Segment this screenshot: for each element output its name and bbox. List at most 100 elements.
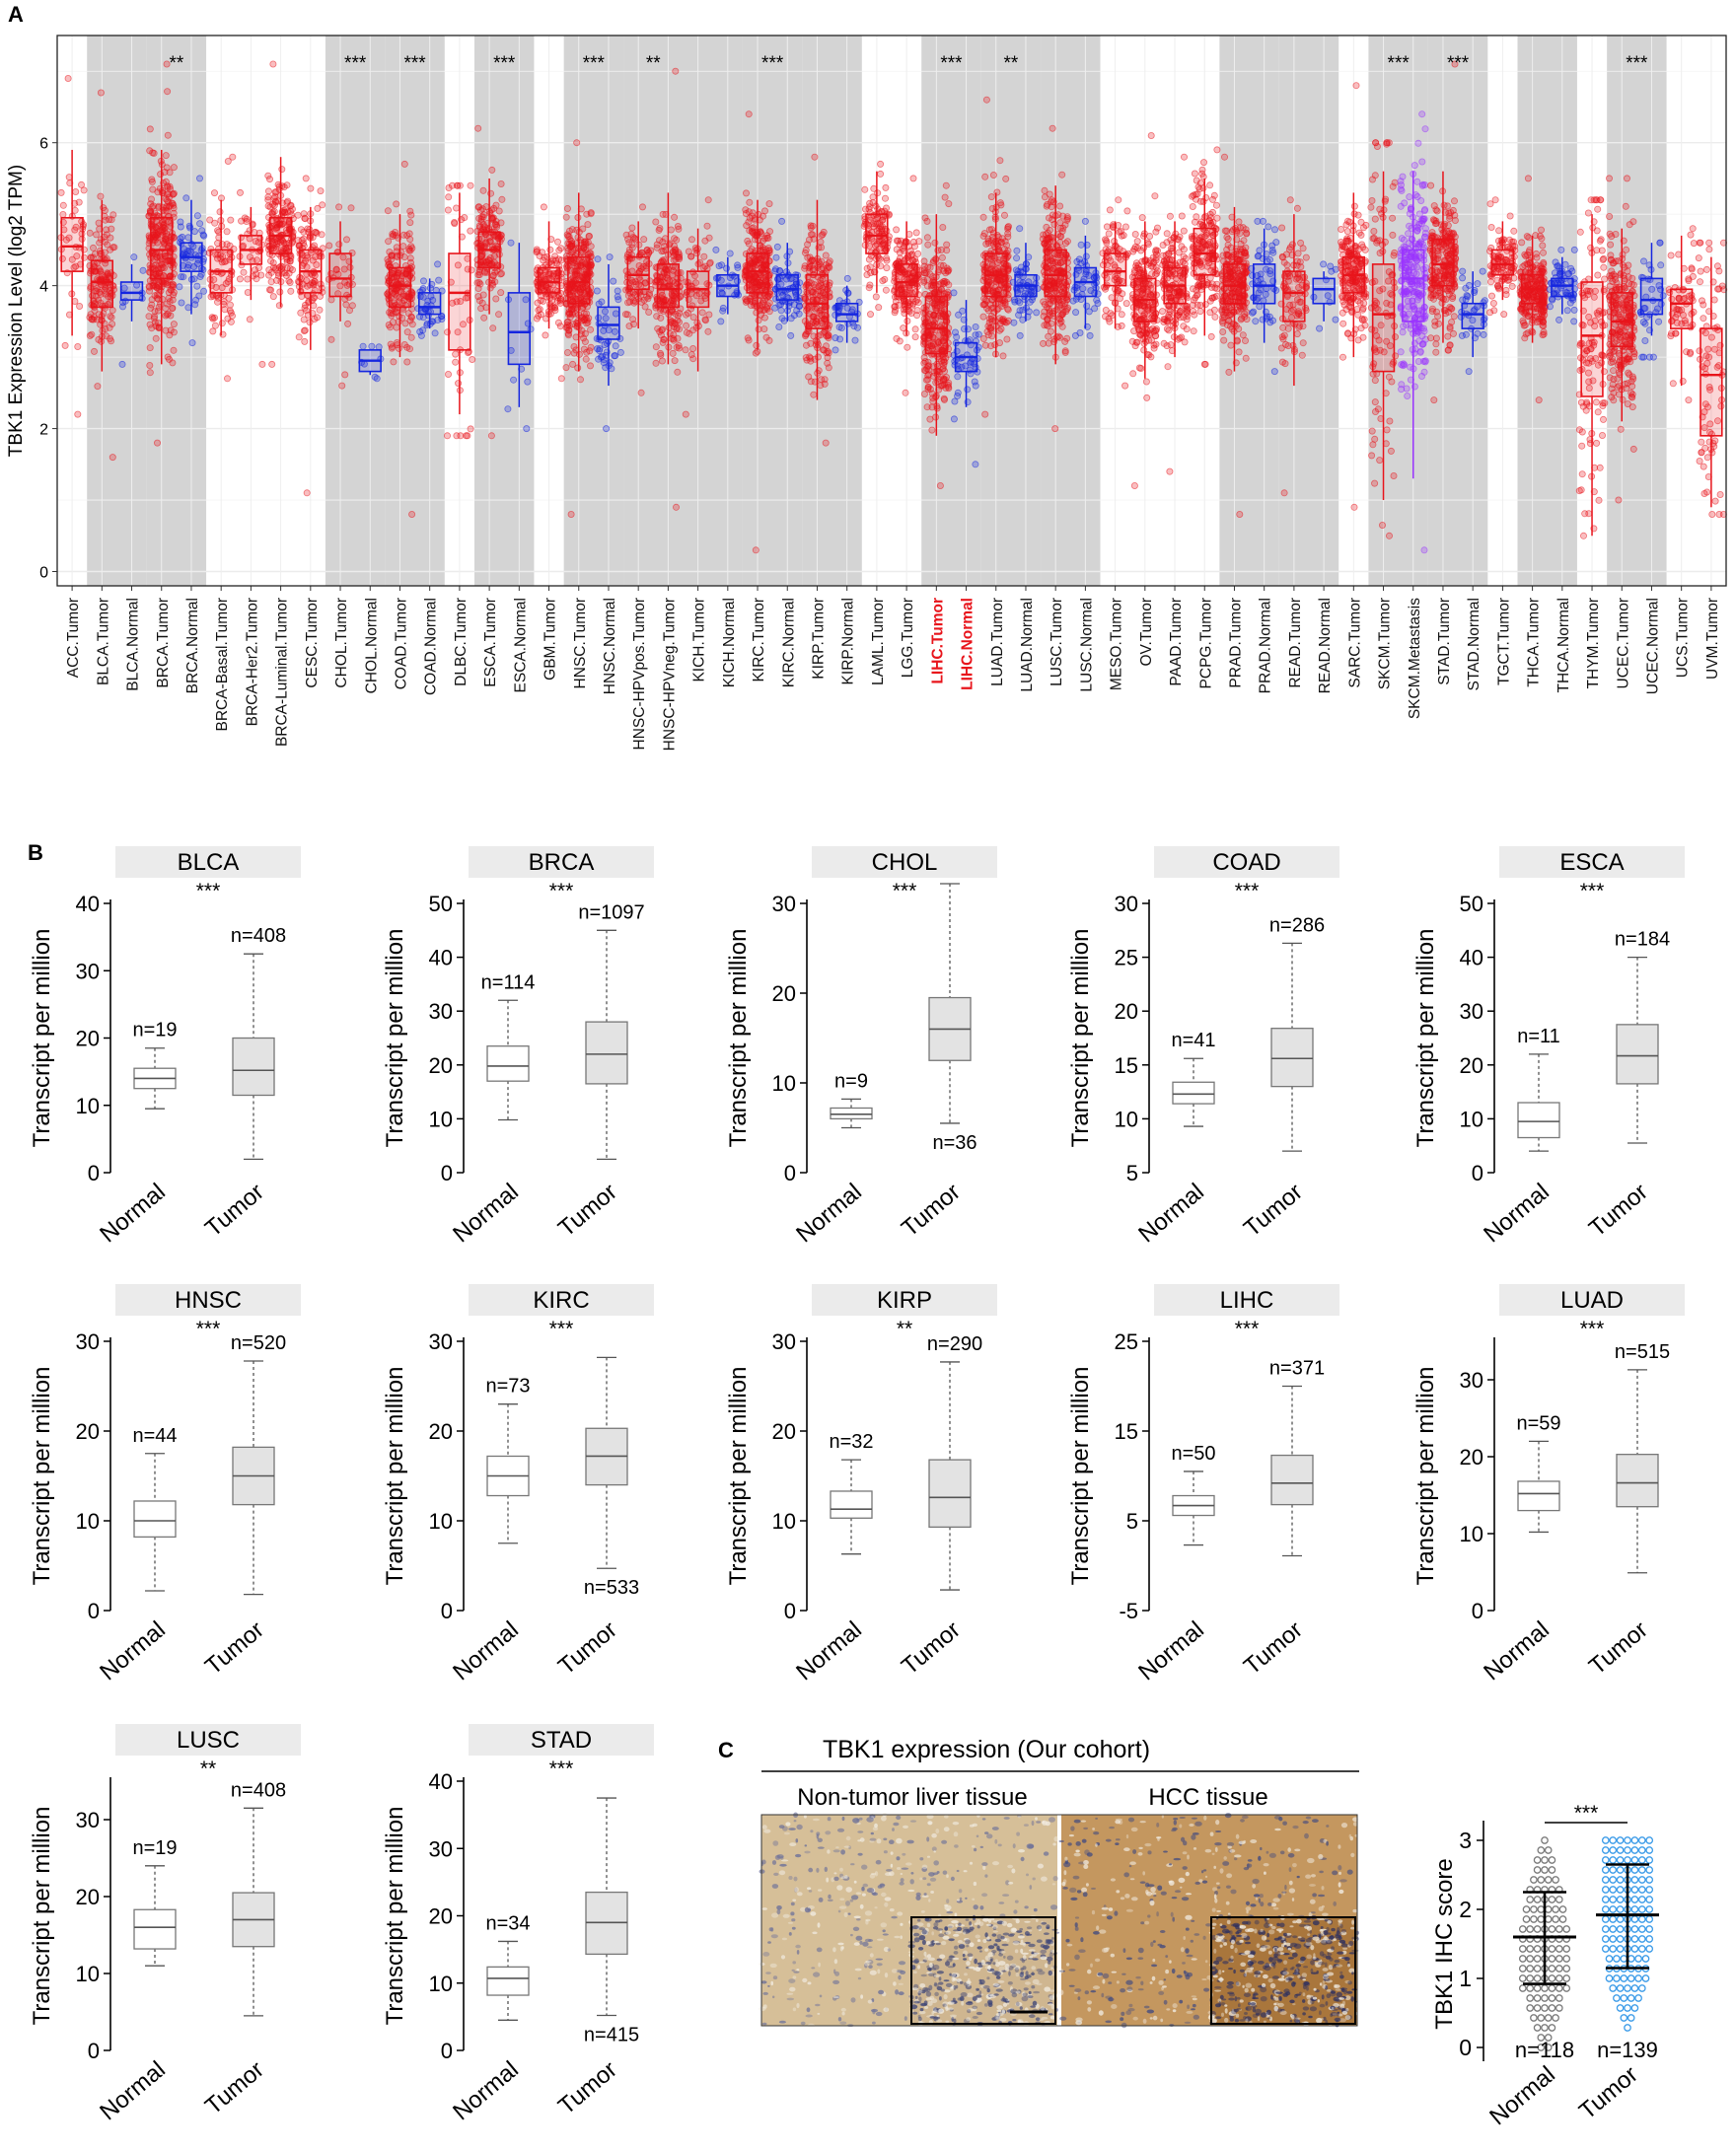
data-point	[244, 275, 252, 283]
data-point	[683, 328, 690, 336]
data-point	[682, 346, 689, 354]
data-point	[563, 204, 571, 212]
data-point	[359, 342, 367, 350]
x-tick-label: MESO.Tumor	[1109, 598, 1125, 690]
data-point	[914, 250, 922, 257]
data-point	[554, 238, 562, 246]
data-point	[540, 256, 547, 264]
data-point	[640, 236, 648, 244]
data-point	[1148, 270, 1156, 278]
panel-a-pan-cancer-chart: ACC.Tumor BLCA.Tumor BLCA.Normal BRCA.Tumor…	[6, 35, 1728, 751]
x-tick-label: CHOL.Tumor	[333, 598, 350, 688]
data-point	[1144, 240, 1152, 248]
data-point	[419, 326, 427, 334]
data-point	[603, 425, 611, 433]
data-point	[802, 247, 810, 254]
data-point	[1063, 213, 1071, 221]
data-point	[556, 323, 564, 330]
data-point	[659, 256, 667, 264]
data-point	[687, 351, 695, 359]
data-point	[1121, 223, 1129, 231]
data-point	[162, 326, 170, 334]
data-point	[200, 287, 208, 295]
data-point	[76, 302, 84, 310]
data-point	[88, 330, 96, 338]
data-point	[1133, 238, 1141, 246]
data-point	[1044, 236, 1051, 244]
data-point	[612, 352, 619, 360]
data-point	[843, 274, 851, 282]
x-tick-label: CESC.Tumor	[304, 598, 321, 688]
data-point	[57, 188, 65, 196]
data-point	[1055, 296, 1063, 304]
data-point	[1016, 331, 1024, 339]
data-point	[1094, 299, 1102, 307]
data-point	[61, 341, 69, 349]
data-point	[755, 325, 762, 333]
data-point	[912, 229, 920, 237]
data-point	[1004, 233, 1012, 241]
data-point	[902, 389, 909, 396]
data-point	[74, 410, 82, 418]
box	[150, 216, 174, 280]
data-point	[510, 376, 518, 384]
data-point	[68, 255, 76, 263]
data-point	[749, 209, 757, 217]
significance-marker: **	[646, 53, 661, 74]
data-point	[1050, 220, 1058, 228]
data-point	[301, 326, 309, 334]
data-point	[385, 238, 393, 246]
data-point	[945, 385, 953, 393]
data-point	[1061, 347, 1069, 355]
data-point	[344, 320, 352, 327]
data-point	[778, 315, 786, 323]
data-point	[393, 323, 400, 331]
data-point	[672, 67, 680, 75]
data-point	[659, 338, 667, 346]
data-point	[1072, 309, 1080, 317]
data-point	[91, 347, 99, 355]
significance-marker: **	[169, 53, 183, 74]
data-point	[326, 242, 333, 250]
box	[1044, 249, 1067, 298]
data-point	[1152, 326, 1160, 334]
box	[805, 273, 830, 329]
data-point	[659, 210, 667, 218]
data-point	[882, 286, 890, 294]
data-point	[1151, 192, 1159, 200]
data-point	[480, 314, 488, 322]
data-point	[882, 194, 890, 202]
data-point	[97, 192, 105, 200]
data-point	[390, 358, 398, 366]
data-point	[641, 303, 649, 311]
data-point	[567, 511, 575, 519]
data-point	[1001, 301, 1009, 309]
data-point	[652, 218, 660, 226]
data-point	[964, 386, 972, 394]
data-point	[670, 330, 678, 338]
data-point	[453, 204, 461, 212]
data-point	[1049, 310, 1056, 318]
data-point	[108, 454, 116, 462]
data-point	[742, 295, 750, 303]
data-point	[169, 359, 177, 367]
data-point	[1131, 230, 1139, 238]
data-point	[542, 331, 549, 339]
data-point	[698, 309, 706, 317]
data-point	[166, 182, 174, 190]
data-point	[163, 164, 171, 172]
data-point	[565, 331, 573, 339]
box	[418, 292, 442, 316]
x-tick-label: LGG.Tumor	[900, 598, 916, 678]
x-tick-label: KIRP.Normal	[840, 598, 857, 684]
data-point	[146, 125, 154, 133]
data-point	[87, 253, 95, 261]
data-point	[802, 354, 810, 362]
data-point	[178, 299, 185, 307]
data-point	[600, 359, 608, 367]
data-point	[438, 315, 446, 323]
data-point	[209, 327, 217, 335]
x-tick-label: LUAD.Normal	[1019, 598, 1036, 692]
x-tick-label: LUSC.Tumor	[1049, 598, 1065, 686]
data-point	[341, 371, 349, 379]
